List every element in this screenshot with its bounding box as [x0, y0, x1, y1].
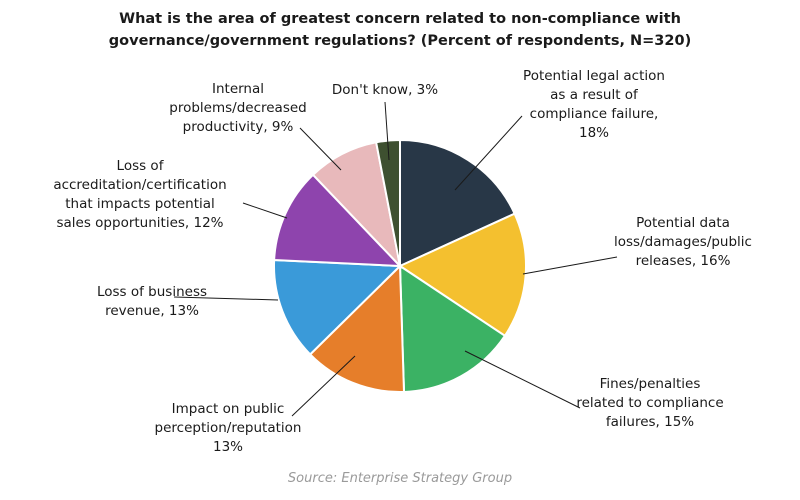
leader-line-1: [454, 115, 523, 191]
slice-label-line: productivity, 9%: [183, 119, 294, 135]
slice-label-line: loss/damages/public: [614, 234, 752, 250]
leader-line-4: [291, 355, 356, 417]
slice-label-line: Loss of business: [97, 284, 207, 300]
slice-label-line: Internal: [212, 81, 264, 97]
pie-slice-6: [273, 173, 403, 268]
leader-line-8: [384, 101, 390, 161]
slice-label-7: Internal problems/decreased productivity, …: [169, 81, 306, 135]
slice-label-line: failures, 15%: [606, 414, 694, 430]
slice-label-2: Potential data loss/damages/public release…: [614, 215, 752, 269]
pie-slice-2: [397, 212, 527, 338]
slice-label-line: perception/reputation: [155, 420, 302, 436]
leader-line-5: [173, 296, 279, 301]
slice-label-line: compliance failure,: [530, 106, 659, 122]
leader-line-3: [464, 350, 581, 409]
slice-label-line: that impacts potential: [65, 196, 215, 212]
slice-label-line: releases, 16%: [636, 253, 731, 269]
pie-slice-5: [273, 258, 403, 356]
slice-label-line: sales opportunities, 12%: [56, 215, 223, 231]
pie-slice-1: [399, 138, 516, 268]
slice-label-line: related to compliance: [576, 395, 723, 411]
slice-label-line: accreditation/certification: [53, 177, 226, 193]
slice-label-line: Potential data: [636, 215, 730, 231]
chart-title-line-2: governance/government regulations? (Perc…: [108, 33, 692, 49]
slice-label-3: Fines/penalties related to compliance fail…: [576, 376, 723, 430]
slice-label-1: Potential legal action as a result of comp…: [523, 68, 665, 141]
chart-title-line-1: What is the area of greatest concern rel…: [119, 11, 681, 27]
slice-label-5: Loss of business revenue, 13%: [97, 284, 207, 319]
slice-label-line: Potential legal action: [523, 68, 665, 84]
slice-label-line: 13%: [213, 439, 243, 455]
chart-title: What is the area of greatest concern rel…: [0, 8, 800, 52]
pie-slice-4: [308, 263, 406, 393]
leader-line-6: [242, 202, 288, 219]
slice-label-line: as a result of: [550, 87, 639, 103]
slice-label-line: Fines/penalties: [600, 376, 701, 392]
leader-line-7: [299, 127, 342, 171]
slice-label-line: Loss of: [117, 158, 165, 174]
slice-label-4: Impact on public perception/reputation 13%: [155, 401, 302, 455]
slice-label-line: Don't know, 3%: [332, 82, 438, 98]
slice-label-line: Impact on public: [172, 401, 285, 417]
slice-label-line: problems/decreased: [169, 100, 306, 116]
pie-slice-3: [398, 264, 507, 393]
leader-line-2: [522, 256, 618, 275]
slice-label-6: Loss of accreditation/certification that i…: [53, 158, 226, 231]
slice-label-line: 18%: [579, 125, 609, 141]
source-note: Source: Enterprise Strategy Group: [287, 471, 513, 486]
slice-label-8: Don't know, 3%: [332, 82, 438, 98]
slice-label-line: revenue, 13%: [105, 303, 199, 319]
